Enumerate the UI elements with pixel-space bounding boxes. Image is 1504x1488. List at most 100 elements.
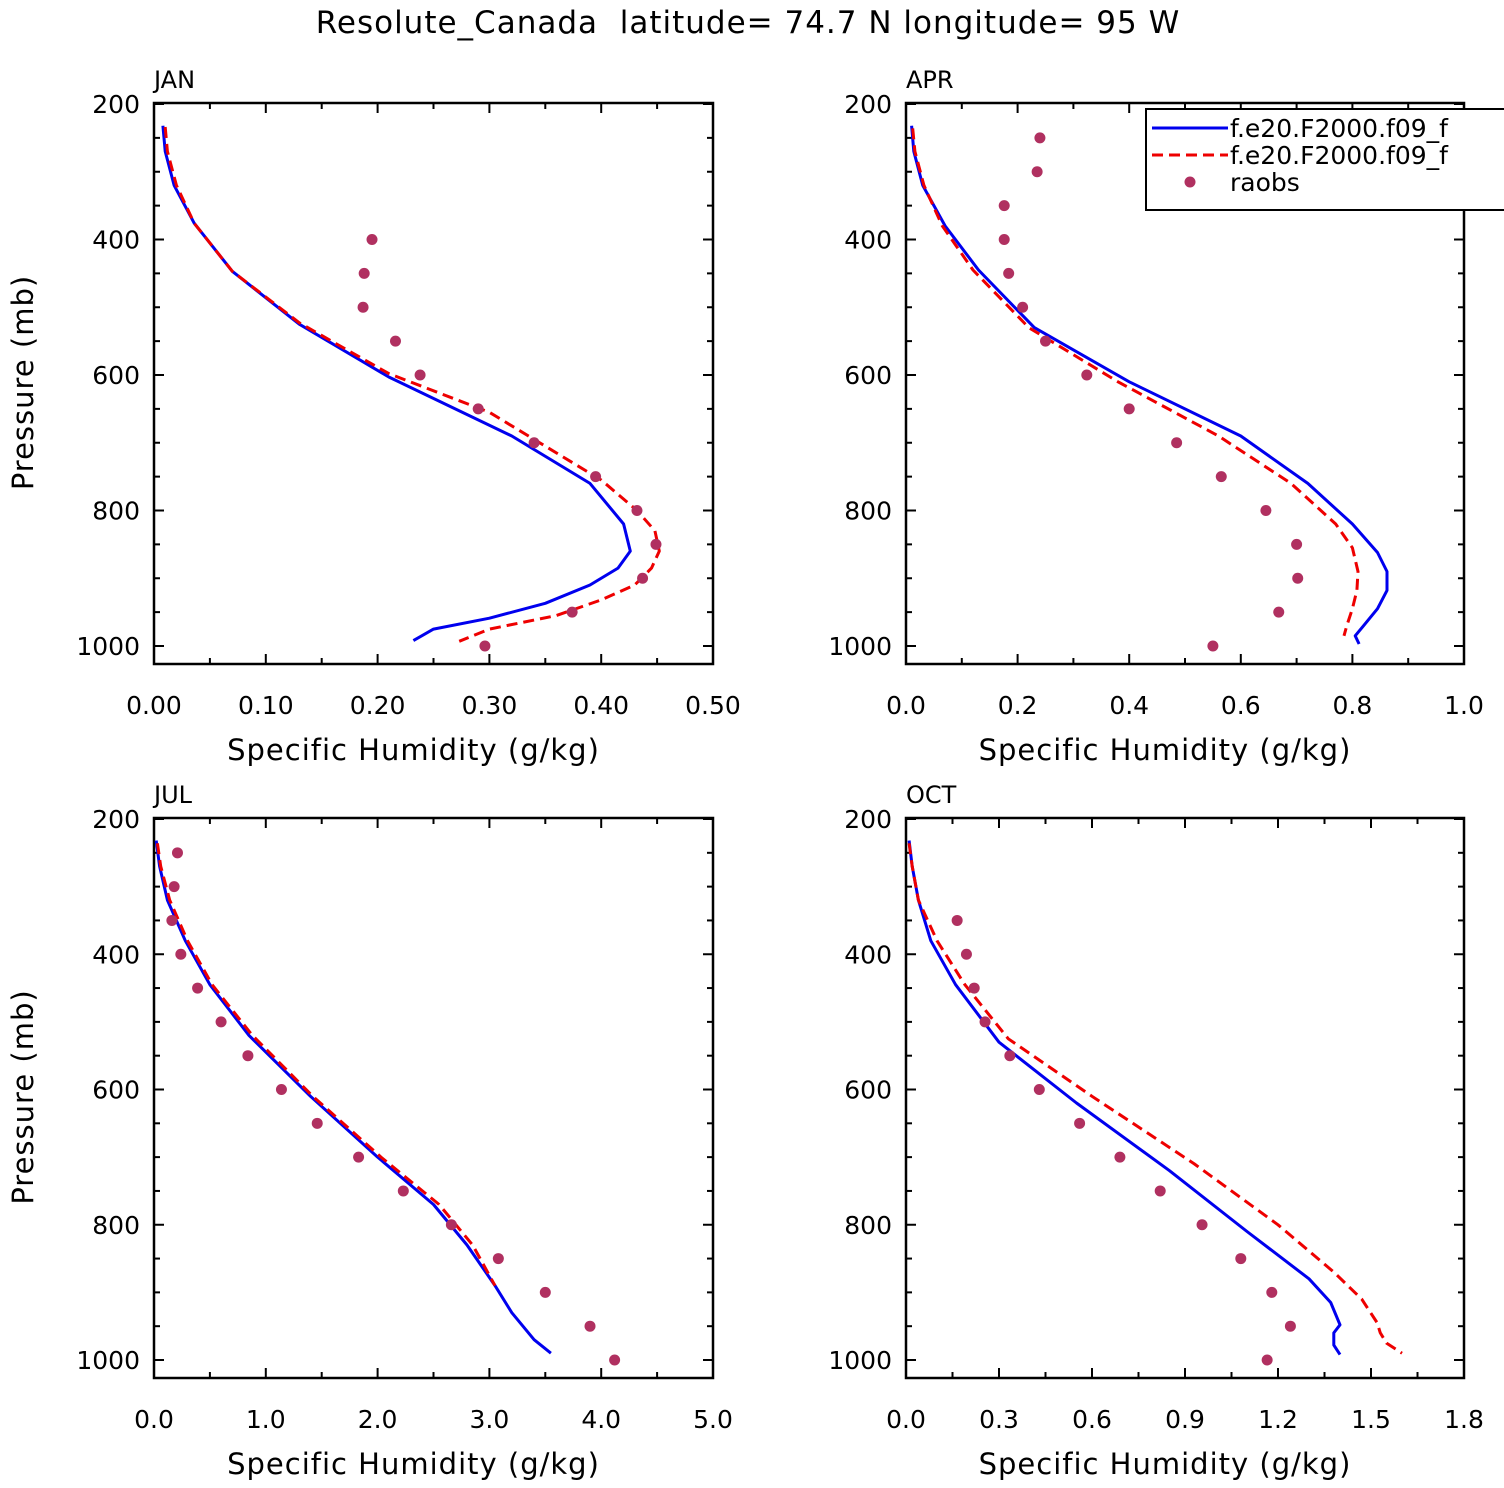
- raobs-point: [1033, 1084, 1045, 1095]
- raobs-point: [1074, 1117, 1086, 1129]
- model2-line: [907, 843, 1403, 1355]
- raobs-point: [1291, 538, 1303, 550]
- legend-label: raobs: [1230, 168, 1300, 197]
- y-tick-label: 1000: [76, 632, 140, 661]
- y-tick-label: 600: [92, 361, 140, 390]
- y-tick-label: 200: [92, 90, 140, 119]
- y-tick-label: 1000: [76, 1346, 140, 1375]
- y-tick-label: 800: [844, 497, 892, 526]
- raobs-point: [1284, 1320, 1296, 1332]
- raobs-point: [960, 948, 972, 960]
- x-tick-label: 1.8: [1444, 1405, 1484, 1434]
- panel-jan: 0.00 0.10 0.20 0.30 0.40 0.50 200 400 600 800 1000…: [6, 66, 741, 767]
- x-tick-label: 1.2: [1258, 1405, 1298, 1434]
- raobs-point: [357, 301, 369, 313]
- y-tick-label: 600: [92, 1076, 140, 1105]
- y-tick-label: 800: [844, 1211, 892, 1240]
- raobs-point: [1003, 267, 1015, 279]
- y-tick-label: 800: [92, 497, 140, 526]
- y-tick-label: 400: [92, 940, 140, 969]
- raobs-point: [171, 847, 183, 859]
- raobs-point: [445, 1219, 457, 1231]
- raobs-point: [1207, 640, 1219, 652]
- x-tick-label: 0.0: [886, 1405, 926, 1434]
- raobs-point: [166, 914, 178, 926]
- raobs-point: [175, 948, 187, 960]
- raobs-point: [353, 1151, 365, 1163]
- raobs-point: [479, 640, 491, 652]
- model2-line: [911, 128, 1360, 637]
- x-tick-label: 0.9: [1165, 1405, 1205, 1434]
- panel-label: JUL: [152, 781, 193, 809]
- x-axis-title: Specific Humidity (g/kg): [979, 1447, 1352, 1481]
- x-tick-label: 1.0: [246, 1405, 286, 1434]
- legend-raobs-marker: [1184, 176, 1196, 188]
- raobs-point: [584, 1320, 596, 1332]
- raobs-point: [358, 267, 370, 279]
- x-tick-label: 0.50: [685, 691, 741, 720]
- y-tick-label: 200: [92, 805, 140, 834]
- raobs-point: [1031, 166, 1043, 178]
- panel-label: APR: [906, 66, 954, 94]
- raobs-point: [1215, 471, 1227, 483]
- raobs-point: [414, 369, 426, 381]
- panel-label: OCT: [906, 781, 957, 809]
- y-tick-label: 1000: [828, 1346, 892, 1375]
- raobs-point: [242, 1050, 254, 1062]
- legend-label: f.e20.F2000.f09_f: [1230, 141, 1449, 170]
- raobs-point: [1040, 335, 1051, 347]
- model1-line: [907, 840, 1342, 1356]
- x-tick-label: 1.5: [1351, 1405, 1391, 1434]
- x-tick-label: 1.0: [1444, 691, 1484, 720]
- plot-frame: [152, 816, 715, 1380]
- plot-frame: [152, 101, 715, 666]
- raobs-point: [631, 505, 643, 516]
- y-tick-label: 600: [844, 1076, 892, 1105]
- x-tick-label: 0.8: [1333, 691, 1373, 720]
- x-tick-label: 3.0: [470, 1405, 510, 1434]
- raobs-point: [609, 1354, 621, 1366]
- x-tick-label: 0.00: [126, 691, 182, 720]
- x-tick-label: 2.0: [358, 1405, 398, 1434]
- raobs-point: [998, 234, 1010, 245]
- raobs-point: [275, 1084, 287, 1095]
- raobs-point: [1266, 1286, 1278, 1298]
- x-tick-label: 0.20: [350, 691, 406, 720]
- raobs-point: [539, 1286, 551, 1298]
- raobs-point: [1235, 1253, 1247, 1265]
- x-tick-label: 0.6: [1072, 1405, 1112, 1434]
- x-tick-label: 4.0: [581, 1405, 621, 1434]
- model1-line: [161, 125, 632, 642]
- x-tick-label: 0.6: [1221, 691, 1261, 720]
- raobs-point: [528, 437, 540, 449]
- panel-jul: 0.0 1.0 2.0 3.0 4.0 5.0 200 400 600 800 1000 Specif…: [6, 781, 733, 1481]
- y-tick-label: 200: [844, 90, 892, 119]
- y-tick-label: 400: [92, 226, 140, 255]
- x-tick-label: 0.30: [462, 691, 518, 720]
- legend-box: [1145, 108, 1504, 211]
- panel-apr: 0.0 0.2 0.4 0.6 0.8 1.0 200 400 600 800 1000 Specif…: [828, 66, 1484, 767]
- raobs-point: [1081, 369, 1093, 381]
- raobs-point: [1273, 606, 1285, 618]
- x-axis-title: Specific Humidity (g/kg): [227, 1447, 600, 1481]
- raobs-point: [366, 234, 378, 245]
- x-tick-label: 0.3: [979, 1405, 1019, 1434]
- x-axis-title: Specific Humidity (g/kg): [979, 733, 1352, 767]
- x-tick-label: 0.0: [134, 1405, 174, 1434]
- x-tick-label: 5.0: [693, 1405, 733, 1434]
- raobs-point: [979, 1016, 991, 1028]
- raobs-point: [192, 982, 204, 994]
- plot-frame: [904, 816, 1466, 1380]
- figure-title: Resolute_Canada latitude= 74.7 N longitu…: [316, 5, 1181, 41]
- raobs-point: [1196, 1219, 1208, 1231]
- y-tick-label: 200: [844, 805, 892, 834]
- legend-label: f.e20.F2000.f09_f: [1230, 114, 1449, 143]
- raobs-point: [1260, 505, 1272, 516]
- model2-line: [163, 126, 661, 643]
- raobs-point: [1171, 437, 1183, 449]
- y-axis-title: Pressure (mb): [6, 989, 40, 1204]
- raobs-point: [566, 606, 578, 618]
- y-tick-label: 800: [92, 1211, 140, 1240]
- raobs-point: [389, 335, 401, 347]
